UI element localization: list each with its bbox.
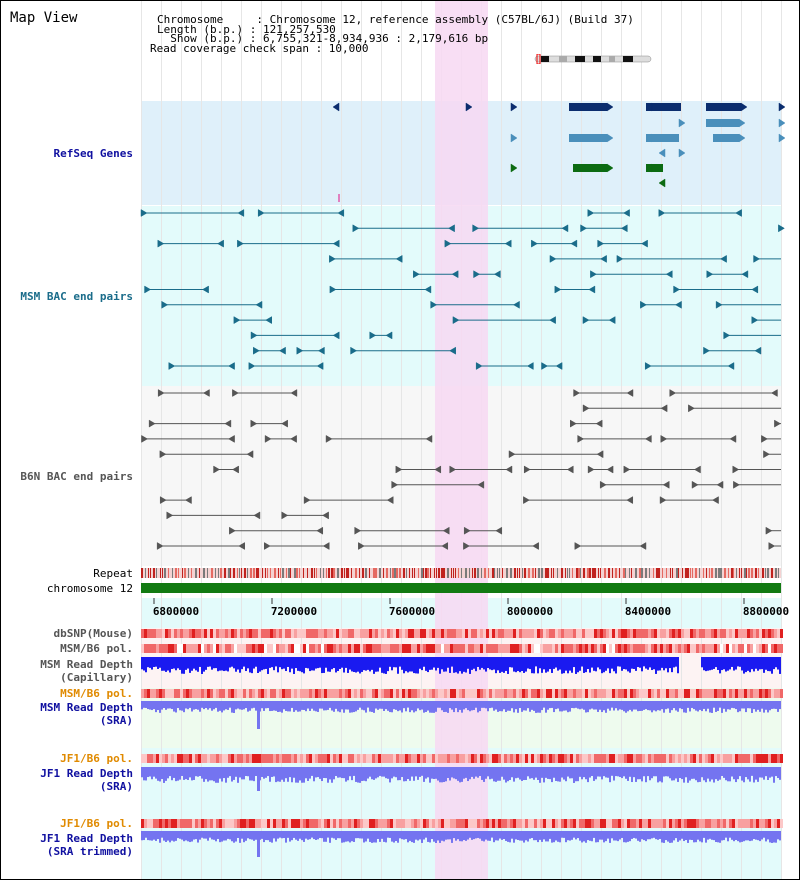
axis-tick-label: 8400000 [625, 605, 671, 618]
refseq-features[interactable] [332, 102, 786, 202]
axis-tick-label: 7600000 [389, 605, 435, 618]
track-label-b6n-bac[interactable]: B6N BAC end pairs [20, 470, 133, 483]
chromosome-ideogram[interactable] [531, 54, 653, 64]
track-label-dbsnp[interactable]: dbSNP(Mouse) [53, 627, 133, 640]
track-label-msm-depth-sra[interactable]: MSM Read Depth [40, 701, 133, 714]
track-label-jf1-depth-trimmed[interactable]: JF1 Read Depth [40, 832, 133, 845]
axis-tick-label: 7200000 [271, 605, 317, 618]
track-label-jf1-depth-sra-sub: (SRA) [99, 780, 133, 793]
track-label-refseq[interactable]: RefSeq Genes [53, 147, 133, 160]
position-axis: 6800000 7200000 7600000 8000000 8400000 88000… [153, 598, 789, 618]
jf1-b6-pol-strip-2[interactable] [141, 819, 783, 828]
axis-tick-label: 6800000 [153, 605, 199, 618]
track-label-jf1-depth-sra[interactable]: JF1 Read Depth [40, 767, 133, 780]
msm-b6-pol-strip[interactable] [141, 644, 783, 653]
track-label-msm-depth-sra-sub: (SRA) [99, 714, 133, 727]
jf1-b6-pol-strip[interactable] [141, 754, 783, 763]
track-label-jf1-b6-pol[interactable]: JF1/B6 pol. [60, 752, 133, 765]
track-label-msm-depth-capillary-sub: (Capillary) [60, 671, 133, 684]
track-label-chromosome[interactable]: chromosome 12 [46, 582, 133, 595]
jf1-sra-spike [257, 767, 260, 791]
track-label-msm-bac[interactable]: MSM BAC end pairs [20, 290, 133, 303]
selection-highlight [435, 1, 488, 879]
msm-depth-sra-bars[interactable] [141, 701, 781, 713]
chromosome-info: Chromosome : Chromosome 12, reference as… [157, 13, 634, 26]
msm-bac-features[interactable] [140, 209, 785, 370]
length-info: Length (b.p.) : 121,257,530 [157, 23, 336, 36]
track-label-msm-b6-pol[interactable]: MSM/B6 pol. [60, 642, 133, 655]
axis-tick-label: 8000000 [507, 605, 553, 618]
view-title: Map View [10, 10, 78, 26]
track-label-msm-depth-capillary[interactable]: MSM Read Depth [40, 658, 133, 671]
msm-sra-spike [257, 701, 260, 729]
track-label-jf1-depth-trimmed-sub: (SRA trimmed) [46, 845, 133, 858]
repeat-track[interactable] [141, 568, 781, 578]
axis-tick-label: 8800000 [743, 605, 789, 618]
b6n-bac-features[interactable] [141, 389, 781, 550]
jf1-trim-spike [257, 831, 260, 857]
msm-depth-capillary-bars[interactable] [141, 657, 781, 674]
jf1-depth-sra-bars[interactable] [141, 767, 781, 783]
track-label-jf1-b6-pol-2[interactable]: JF1/B6 pol. [60, 817, 133, 830]
msm-b6-pol-strip-2[interactable] [141, 689, 783, 698]
show-range-info: Show (b.p.) : 6,755,321-8,934,936 : 2,17… [157, 32, 489, 45]
chromosome-bar [141, 583, 781, 593]
jf1-depth-trimmed-bars[interactable] [141, 831, 781, 843]
track-label-msm-b6-pol-2[interactable]: MSM/B6 pol. [60, 687, 133, 700]
read-coverage-info: Read coverage check span : 10,000 [150, 42, 369, 55]
track-label-repeat[interactable]: Repeat [93, 567, 133, 580]
dbsnp-strip[interactable] [141, 629, 783, 638]
